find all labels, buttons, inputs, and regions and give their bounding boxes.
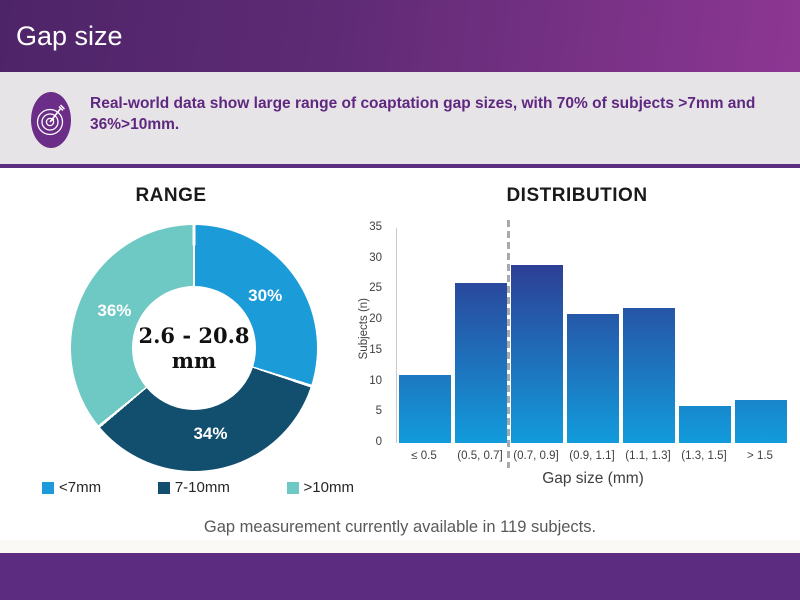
bar — [455, 283, 507, 443]
bar — [679, 406, 731, 443]
legend-item: 7-10mm — [157, 479, 230, 496]
donut-center-label: 2.6 - 20.8 mm — [138, 323, 249, 373]
x-axis-label: Gap size (mm) — [542, 470, 644, 487]
callout-panel: Real-world data show large range of coap… — [0, 72, 800, 168]
range-legend: <7mm 7-10mm >10mm — [42, 479, 354, 496]
slice-label: 30% — [248, 286, 283, 306]
legend-label: >10mm — [303, 479, 354, 496]
pre-footer-strip — [0, 540, 800, 553]
donut-hole: 2.6 - 20.8 mm — [132, 286, 256, 410]
callout-text: Real-world data show large range of coap… — [90, 95, 756, 133]
range-chart-title: RANGE — [135, 185, 207, 206]
y-tick-label: 10 — [369, 374, 382, 387]
legend-swatch — [286, 481, 299, 494]
x-tick-label: (0.7, 0.9] — [513, 450, 559, 462]
bar — [399, 375, 451, 443]
x-tick-label: > 1.5 — [747, 450, 773, 462]
x-tick-label: (0.5, 0.7] — [457, 450, 503, 462]
bar — [623, 308, 675, 443]
x-tick-label: (1.3, 1.5] — [681, 450, 727, 462]
y-tick-label: 25 — [369, 282, 382, 295]
y-tick-label: 15 — [369, 343, 382, 356]
header-bar: Gap size — [0, 0, 800, 72]
x-tick-label: (1.1, 1.3] — [625, 450, 671, 462]
legend-label: <7mm — [59, 479, 102, 496]
y-tick-label: 35 — [369, 221, 382, 233]
bar — [735, 400, 787, 443]
y-tick-label: 20 — [369, 313, 382, 326]
x-tick-label: (0.9, 1.1] — [569, 450, 615, 462]
legend-swatch — [42, 481, 54, 494]
donut-center-line1: 2.6 - 20.8 — [138, 322, 250, 348]
y-tick-label: 5 — [375, 405, 382, 418]
target-icon — [31, 92, 71, 148]
bar — [567, 314, 619, 443]
donut-center-line2: mm — [171, 348, 217, 373]
legend-label: 7-10mm — [174, 479, 230, 496]
legend-item: >10mm — [286, 479, 354, 496]
legend-swatch — [157, 481, 170, 494]
bar — [511, 265, 563, 443]
footnote: Gap measurement currently available in 1… — [203, 518, 597, 536]
slice-label: 36% — [97, 300, 132, 320]
x-axis-ticks: ≤ 0.5 (0.5, 0.7] (0.7, 0.9] (0.9, 1.1] (1.1,… — [396, 450, 790, 462]
y-tick-label: 30 — [369, 251, 382, 264]
plot-area — [396, 228, 790, 443]
page-title: Gap size — [16, 21, 123, 51]
distribution-chart-title: DISTRIBUTION — [506, 185, 648, 206]
y-tick-label: 0 — [375, 436, 382, 448]
slice-label: 34% — [193, 424, 228, 444]
threshold-dashed-line — [507, 220, 510, 468]
footer-bar: 2022 euro PCR EuroPCR.com EAPCI European… — [0, 553, 800, 600]
y-axis-ticks: 0 5 10 15 20 25 30 35 — [352, 221, 390, 448]
x-tick-label: ≤ 0.5 — [411, 450, 437, 462]
donut-chart: 2.6 - 20.8 mm 30% 34% 36% — [71, 225, 317, 471]
legend-item: <7mm — [42, 479, 101, 496]
